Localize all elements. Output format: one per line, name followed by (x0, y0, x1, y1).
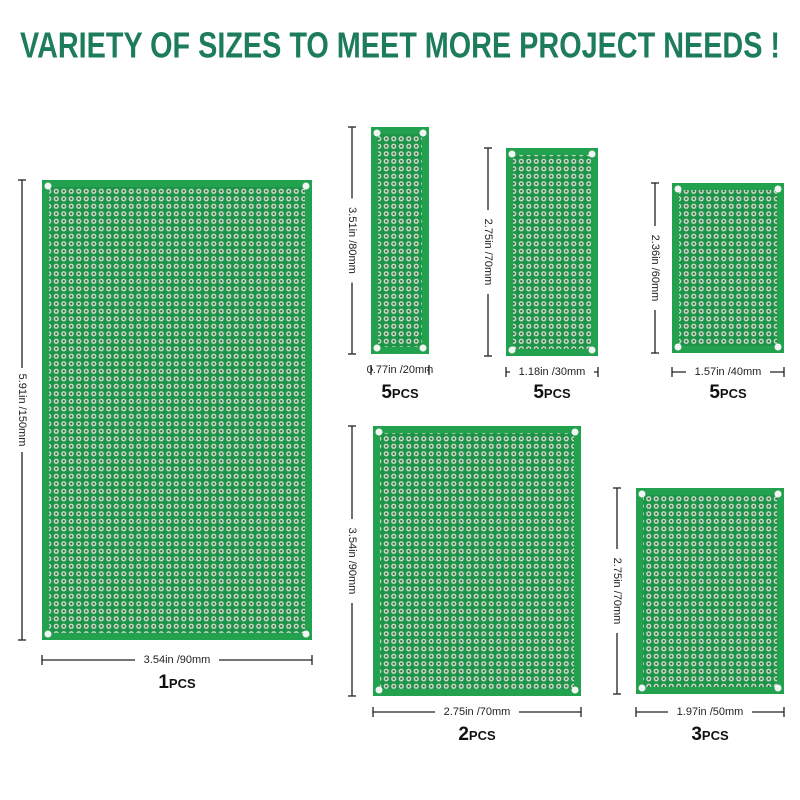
mount-hole (638, 490, 646, 498)
board-holes (49, 187, 305, 633)
mount-hole (419, 344, 427, 352)
board-holes (513, 155, 591, 349)
mount-hole (571, 686, 579, 694)
mount-hole (774, 684, 782, 692)
mount-hole (508, 150, 516, 158)
pcb-board (371, 127, 429, 354)
mount-hole (588, 346, 596, 354)
dim-bg (345, 198, 359, 283)
mount-hole (588, 150, 596, 158)
dim-bg (510, 365, 594, 379)
board-holes (380, 433, 574, 689)
board-holes (378, 134, 422, 347)
height-label: 5.91in /150mm (16, 374, 28, 447)
quantity: 5pcs (533, 382, 571, 403)
mount-hole (571, 428, 579, 436)
height-label: 2.36in /60mm (649, 235, 661, 302)
mount-hole (638, 684, 646, 692)
dim-bg (373, 363, 427, 377)
quantity: 5pcs (381, 382, 419, 403)
dim-bg (345, 519, 359, 603)
board-holes (679, 190, 777, 346)
mount-hole (774, 343, 782, 351)
height-label: 2.75in /70mm (611, 558, 623, 625)
mount-hole (44, 630, 52, 638)
dim-bg (648, 226, 662, 310)
pcb-board (373, 426, 581, 696)
board-holes (643, 495, 777, 687)
mount-hole (419, 129, 427, 137)
width-label: 3.54in /90mm (144, 654, 211, 666)
dim-bg (15, 368, 29, 452)
pcb-board (506, 148, 598, 356)
width-label: 0.77in /20mm (367, 364, 434, 376)
height-label: 2.75in /70mm (482, 219, 494, 286)
mount-hole (373, 129, 381, 137)
quantity: 5pcs (709, 382, 747, 403)
mount-hole (375, 428, 383, 436)
dim-bg (610, 549, 624, 633)
mount-hole (508, 346, 516, 354)
mount-hole (375, 686, 383, 694)
pcb-board (672, 183, 784, 353)
mount-hole (44, 182, 52, 190)
width-label: 1.97in /50mm (677, 706, 744, 718)
pcb-board (636, 488, 784, 694)
pcb-board (42, 180, 312, 640)
height-label: 3.54in /90mm (346, 528, 358, 595)
mount-hole (774, 490, 782, 498)
height-label: 3.51in /80mm (346, 207, 358, 274)
quantity: 1pcs (158, 672, 196, 693)
dim-bg (668, 705, 752, 719)
width-label: 2.75in /70mm (444, 706, 511, 718)
dim-bg (135, 653, 219, 667)
width-label: 1.18in /30mm (519, 366, 586, 378)
dim-bg (435, 705, 519, 719)
mount-hole (774, 185, 782, 193)
mount-hole (373, 344, 381, 352)
dim-bg (686, 365, 770, 379)
quantity: 2pcs (458, 724, 496, 745)
dim-bg (481, 210, 495, 294)
mount-hole (302, 182, 310, 190)
quantity: 3pcs (691, 724, 729, 745)
mount-hole (674, 185, 682, 193)
width-label: 1.57in /40mm (695, 366, 762, 378)
mount-hole (674, 343, 682, 351)
title: VARIETY OF SIZES TO MEET MORE PROJECT NE… (20, 25, 780, 66)
mount-hole (302, 630, 310, 638)
